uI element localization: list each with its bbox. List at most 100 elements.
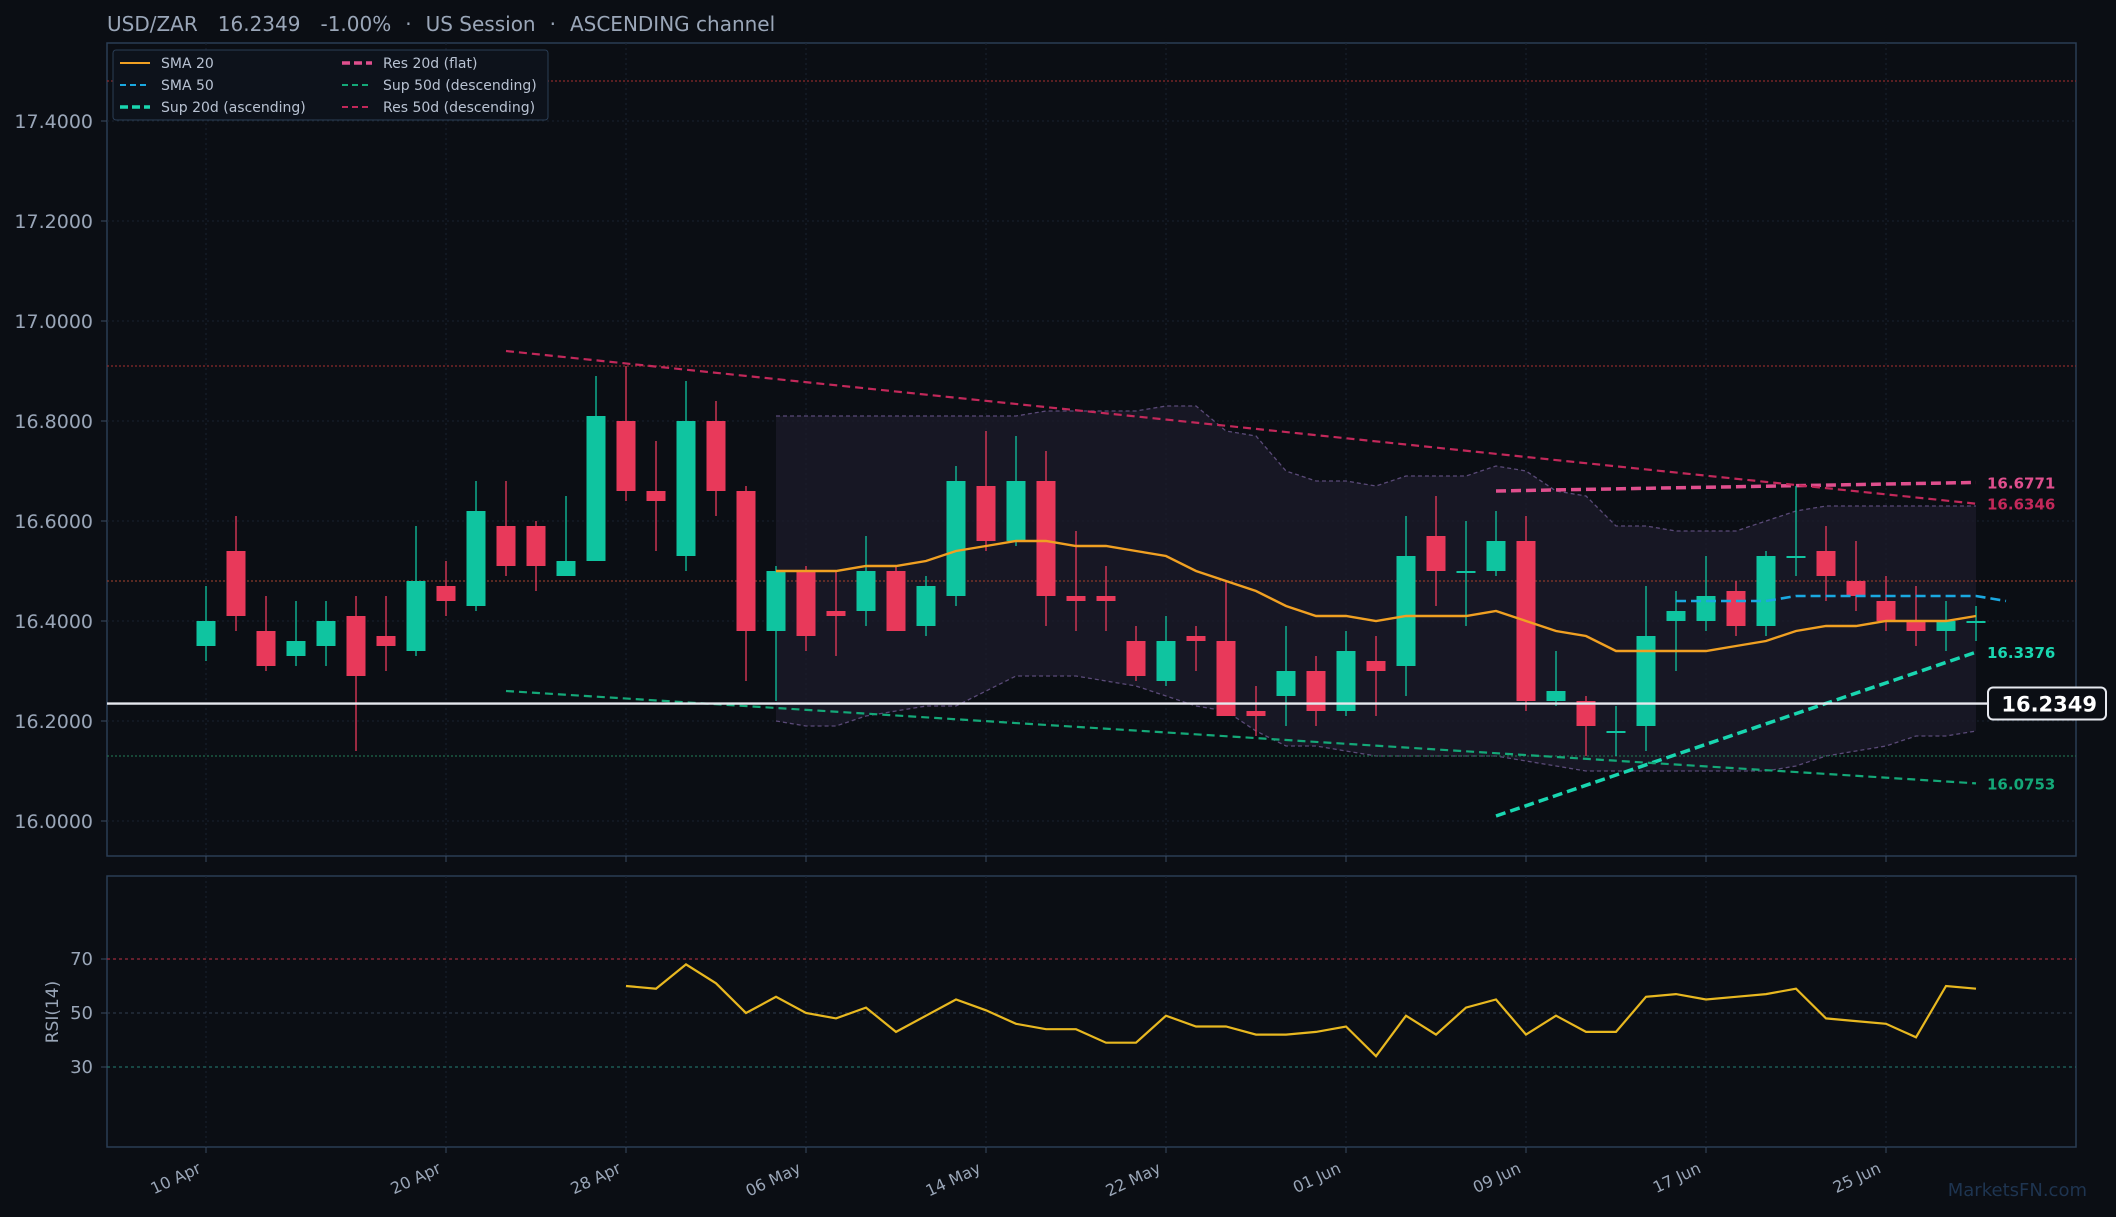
y-tick-label: 16.2000 [14, 711, 93, 733]
candle-body [226, 551, 246, 616]
title-session: US Session [426, 12, 536, 36]
legend-items: SMA 20 Res 20d (flat) SMA 50 Sup 50d (desce… [120, 56, 537, 116]
candle-body [1726, 591, 1746, 626]
candle-body [706, 421, 726, 491]
watermark: MarketsFN.com [1948, 1180, 2087, 1201]
candle-body [196, 621, 216, 646]
rsi: 30 50 70 RSI(14) [43, 949, 2076, 1078]
trend-line-value-label: 16.3376 [1987, 644, 2055, 662]
y-tick-label: 17.2000 [14, 211, 93, 233]
y-tick-label: 16.4000 [14, 611, 93, 633]
candle-body [1456, 571, 1476, 573]
candle-body [1006, 481, 1026, 541]
candle-body [1366, 661, 1386, 671]
candle-body [856, 571, 876, 611]
candle-body [1216, 641, 1236, 716]
candle-body [1666, 611, 1686, 621]
candle-body [406, 581, 426, 651]
candle-body [1936, 621, 1956, 631]
candle-body [1846, 581, 1866, 596]
rsi-panel [106, 875, 2077, 1148]
candle-body [1966, 621, 1986, 623]
candle-body [1336, 651, 1356, 711]
title-symbol: USD/ZAR [107, 12, 198, 36]
y-tick-label: 16.8000 [14, 411, 93, 433]
sma20-line [776, 539, 1977, 653]
last-price: 16.2349 [107, 686, 2107, 721]
legend-label: SMA 20 [161, 56, 214, 72]
candle-body [496, 526, 516, 566]
last-price-badge [1987, 686, 2107, 721]
candle-body [316, 621, 336, 646]
legend-label: Sup 50d (descending) [383, 78, 537, 94]
candle-body [826, 611, 846, 616]
legend-label: Res 50d (descending) [383, 100, 535, 116]
candle-body [256, 631, 276, 666]
candle-body [1066, 596, 1086, 601]
trend-line [1495, 650, 1977, 818]
candle-body [1636, 636, 1656, 726]
candle-body [976, 486, 996, 541]
title-separator: · [405, 12, 411, 36]
trend-line-value-label: 16.6771 [1987, 474, 2055, 492]
candle-body [886, 571, 906, 631]
candle-body [526, 526, 546, 566]
candle-body [616, 421, 636, 491]
candle-body [1156, 641, 1176, 681]
legend-box [112, 49, 549, 121]
candle-body [436, 586, 456, 601]
bollinger-fill [776, 406, 1976, 771]
candle-body [736, 491, 756, 631]
rsi-y-tick-label: 70 [70, 949, 93, 970]
legend-label: Res 20d (flat) [383, 56, 477, 72]
candle-body [1246, 711, 1266, 716]
candle-body [376, 636, 396, 646]
candle-body [1576, 701, 1596, 726]
candle-body [1546, 691, 1566, 701]
title-change: -1.00% [320, 12, 391, 36]
grid-lines [107, 43, 2076, 1147]
candle-body [766, 571, 786, 631]
sma50-line [1676, 594, 2007, 603]
trend-line-value-label: 16.0753 [1987, 775, 2055, 793]
bollinger-upper [776, 405, 1976, 532]
trend-line [505, 689, 1977, 785]
trend-line [1495, 480, 1977, 493]
candle-body [1396, 556, 1416, 666]
rsi-axis-label: RSI(14) [43, 981, 63, 1044]
title-channel: ASCENDING channel [570, 12, 775, 36]
title-price: 16.2349 [218, 12, 301, 36]
last-price-label: 16.2349 [2001, 693, 2097, 717]
candle-body [1276, 671, 1296, 696]
y-tick-label: 16.0000 [14, 811, 93, 833]
candle-body [676, 421, 696, 556]
rsi-y-tick-label: 30 [70, 1057, 93, 1078]
legend: SMA 20 Res 20d (flat) SMA 50 Sup 50d (desce… [112, 49, 549, 121]
rsi-y-tick-label: 50 [70, 1003, 93, 1024]
candle-body [346, 616, 366, 676]
moving-averages [776, 539, 2007, 653]
candle-body [1816, 551, 1836, 576]
legend-label: SMA 50 [161, 78, 214, 94]
candle-body [1036, 481, 1056, 596]
title-separator: · [550, 12, 556, 36]
candle-body [796, 571, 816, 636]
candle-body [916, 586, 936, 626]
rsi-line [625, 963, 1977, 1058]
chart-title: USD/ZAR 16.2349 -1.00% · US Session · ASCENDIN… [107, 12, 775, 36]
candle-body [946, 481, 966, 596]
candle-body [1486, 541, 1506, 571]
y-tick-label: 16.6000 [14, 511, 93, 533]
y-tick-label: 17.0000 [14, 311, 93, 333]
candle-body [556, 561, 576, 576]
candles [196, 366, 1986, 756]
candle-body [586, 416, 606, 561]
candle-body [646, 491, 666, 501]
candle-body [1186, 636, 1206, 641]
candle-body [466, 511, 486, 606]
candle-body [1906, 621, 1926, 631]
candle-body [1126, 641, 1146, 676]
y-tick-label: 17.4000 [14, 111, 93, 133]
candle-body [1756, 556, 1776, 626]
trend-lines: 16.6771 16.3376 16.6346 16.0753 [505, 349, 2055, 818]
